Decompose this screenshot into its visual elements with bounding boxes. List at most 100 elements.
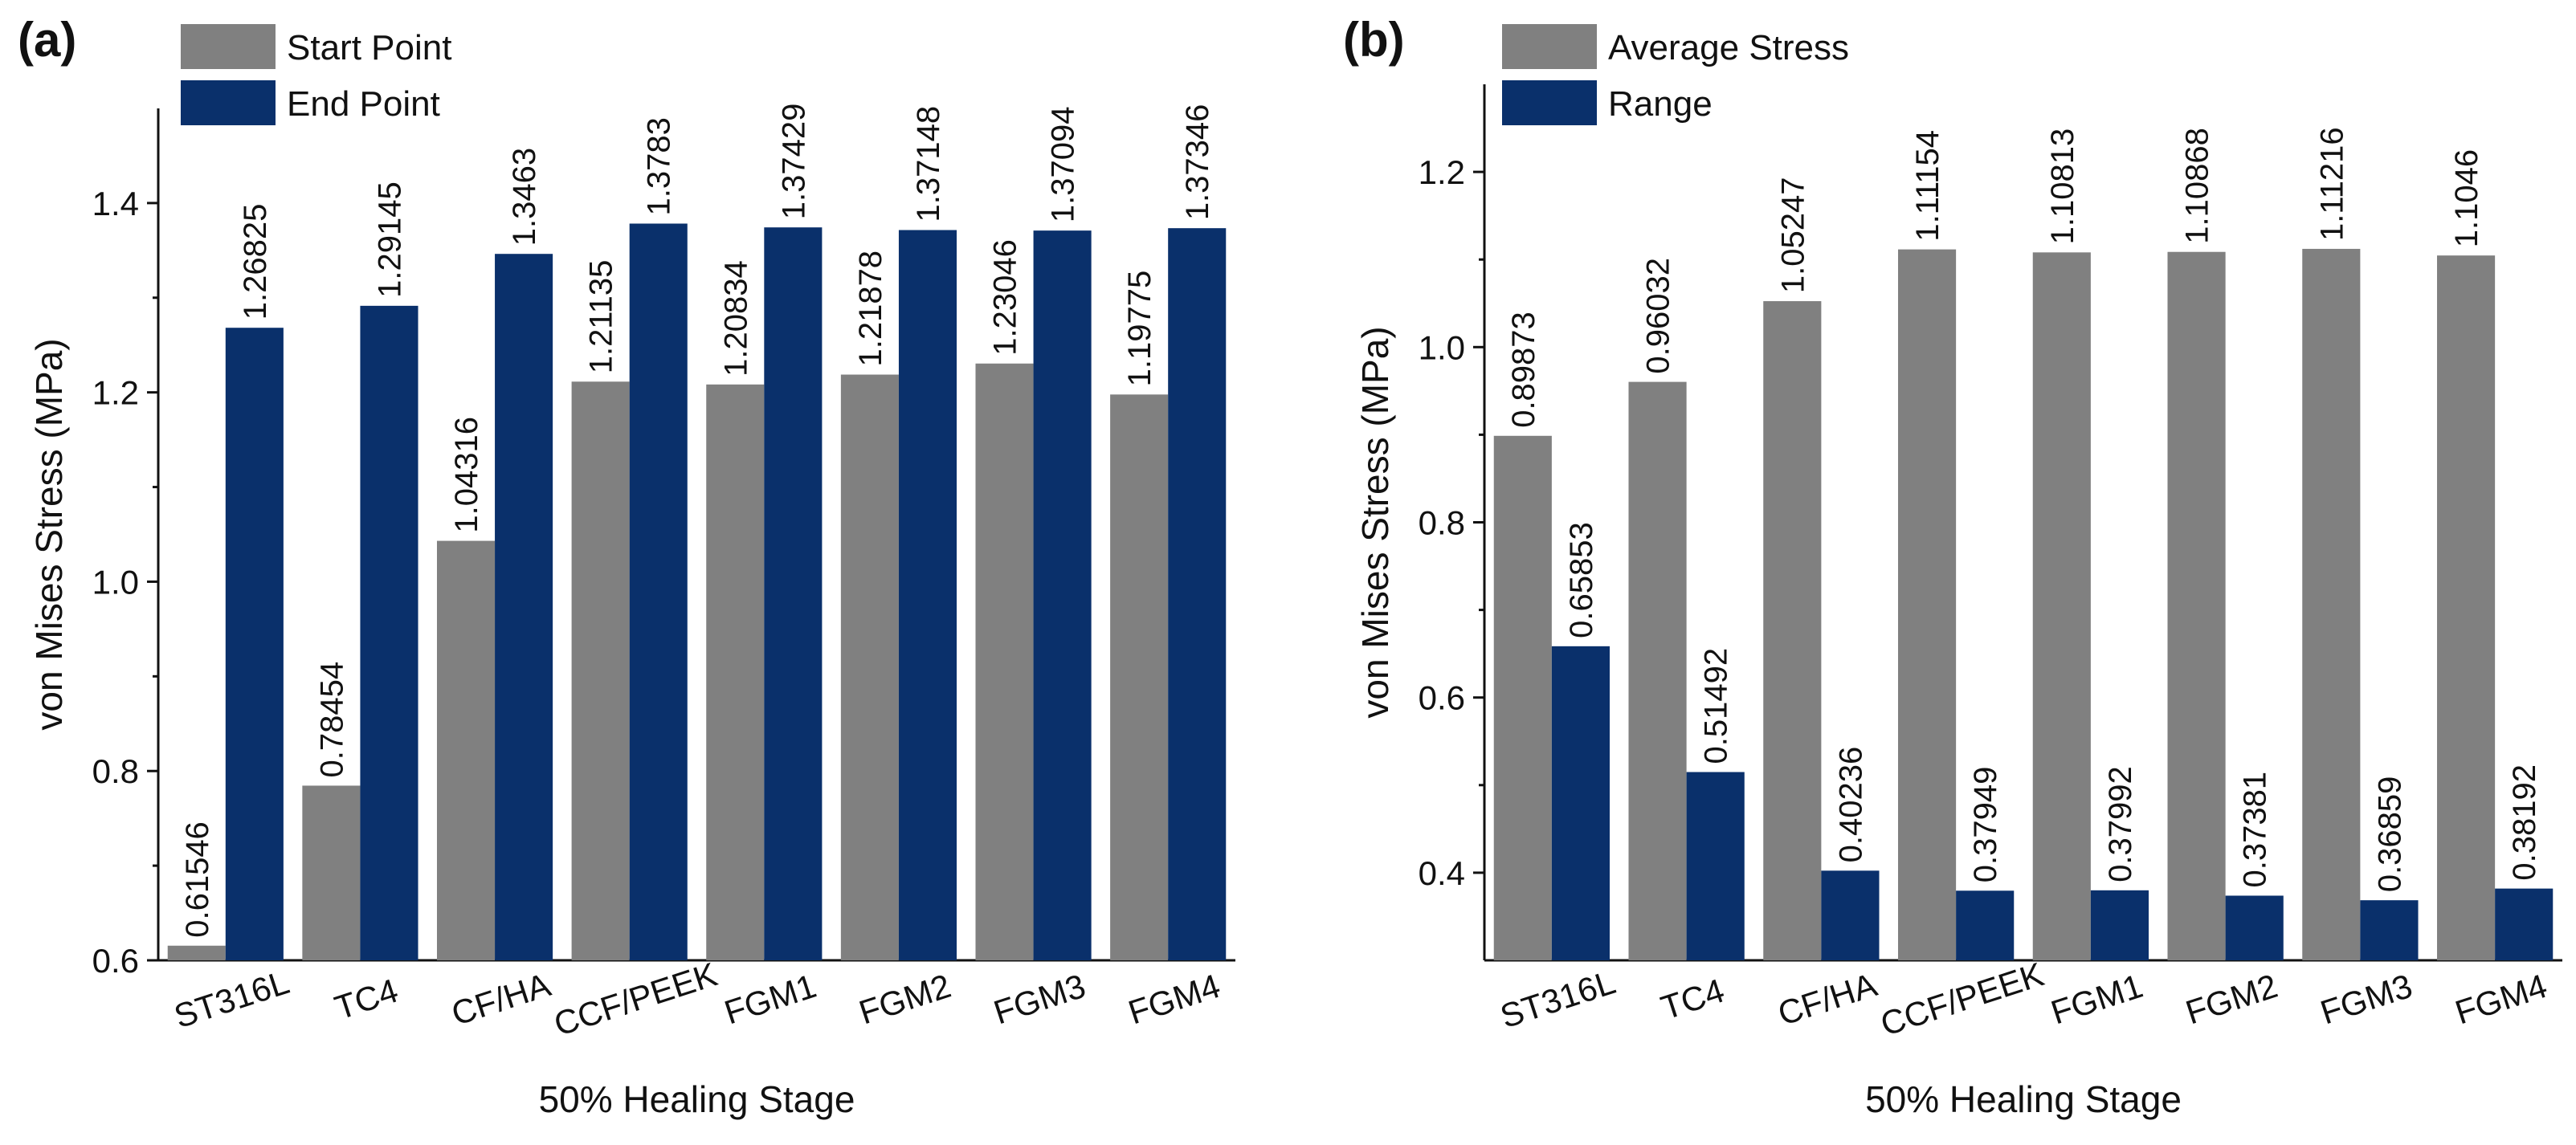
data-label: 1.3463 (507, 148, 542, 246)
x-axis-title: 50% Healing Stage (539, 1078, 855, 1120)
bar-average-stress (1628, 381, 1687, 960)
bar-average-stress (2302, 248, 2361, 960)
y-tick-label: 0.6 (92, 942, 139, 980)
y-axis-title: von Mises Stress (MPa) (28, 338, 70, 730)
bar-end-point (360, 305, 418, 960)
x-tick-label: CCF/PEEK (549, 955, 721, 1043)
panel-label: (a) (18, 13, 76, 67)
bar-end-point (225, 328, 284, 960)
x-tick-label: TC4 (1656, 972, 1729, 1027)
data-label: 0.38192 (2507, 764, 2542, 881)
bar-range (2495, 888, 2554, 960)
x-tick-label: FGM3 (989, 967, 1089, 1032)
data-label: 1.21135 (584, 260, 619, 374)
data-label: 0.40236 (1833, 747, 1868, 863)
y-tick-label: 1.2 (92, 374, 139, 412)
legend-label: Range (1608, 84, 1713, 124)
legend-swatch (181, 80, 276, 125)
bar-end-point (764, 227, 823, 960)
bar-start-point (840, 374, 899, 961)
data-label: 1.11216 (2314, 127, 2349, 241)
legend-swatch (181, 24, 276, 69)
data-label: 0.37381 (2238, 772, 2273, 888)
data-label: 1.1046 (2449, 149, 2484, 247)
x-tick-label: FGM2 (855, 967, 955, 1032)
bar-end-point (1033, 230, 1092, 960)
bar-average-stress (2167, 251, 2226, 961)
x-tick-label: ST316L (169, 963, 293, 1035)
data-label: 1.11154 (1910, 130, 1945, 242)
x-tick-label: CF/HA (1774, 965, 1881, 1033)
data-label: 0.61546 (180, 821, 215, 938)
bar-range (1686, 772, 1745, 960)
bar-start-point (302, 785, 361, 960)
y-tick-label: 1.0 (92, 563, 139, 601)
legend-label: Average Stress (1608, 28, 1849, 67)
data-label: 0.37949 (1968, 767, 2003, 883)
y-tick-label: 1.2 (1419, 153, 1465, 191)
data-label: 0.78454 (314, 662, 349, 778)
bar-range (2225, 895, 2284, 960)
bar-start-point (975, 363, 1034, 961)
bar-end-point (629, 223, 688, 960)
data-label: 1.26825 (238, 204, 273, 320)
bar-range (1821, 870, 1880, 960)
y-tick-label: 0.4 (1419, 854, 1465, 892)
data-label: 1.37148 (911, 106, 946, 222)
bar-range (1956, 890, 2015, 960)
y-tick-label: 0.6 (1419, 679, 1465, 717)
bar-end-point (495, 254, 553, 961)
x-tick-label: FGM1 (720, 967, 820, 1032)
bar-average-stress (2436, 255, 2496, 960)
y-tick-label: 1.0 (1419, 328, 1465, 366)
data-label: 1.19775 (1122, 271, 1157, 387)
bar-range (1551, 646, 1611, 960)
data-label: 1.37346 (1180, 104, 1215, 221)
x-tick-label: TC4 (330, 972, 402, 1027)
y-tick-label: 0.8 (92, 752, 139, 790)
data-label: 1.29145 (372, 181, 407, 298)
data-label: 0.37992 (2103, 766, 2138, 882)
y-axis-title: von Mises Stress (MPa) (1354, 326, 1396, 718)
bar-start-point (436, 540, 496, 960)
y-tick-label: 1.4 (92, 185, 139, 222)
data-label: 1.05247 (1775, 177, 1811, 293)
data-label: 1.37429 (776, 104, 811, 220)
x-tick-label: FGM1 (2047, 967, 2147, 1032)
panel-label: (b) (1343, 13, 1405, 67)
legend-swatch (1502, 80, 1597, 125)
data-label: 0.36859 (2372, 776, 2407, 893)
data-label: 1.10813 (2045, 128, 2080, 245)
bar-average-stress (2032, 252, 2091, 960)
y-tick-label: 0.8 (1419, 504, 1465, 542)
bar-range (2090, 890, 2149, 960)
data-label: 1.04316 (449, 417, 484, 533)
bar-average-stress (1493, 435, 1552, 960)
bar-start-point (1110, 394, 1169, 960)
x-tick-label: FGM2 (2181, 967, 2281, 1032)
bar-average-stress (1897, 249, 1957, 960)
data-label: 1.37094 (1046, 107, 1081, 223)
bar-end-point (898, 230, 957, 960)
data-label: 0.89873 (1506, 312, 1541, 428)
data-label: 1.20834 (718, 260, 753, 377)
x-tick-label: CCF/PEEK (1876, 955, 2047, 1043)
x-tick-label: ST316L (1496, 963, 1619, 1035)
legend-label: Start Point (287, 28, 451, 67)
legend-swatch (1502, 24, 1597, 69)
bar-range (2360, 900, 2419, 960)
x-tick-label: FGM4 (2451, 967, 2551, 1032)
x-axis-title: 50% Healing Stage (1865, 1078, 2182, 1120)
x-tick-label: CF/HA (447, 965, 554, 1033)
x-tick-label: FGM4 (1124, 967, 1224, 1032)
bar-start-point (706, 384, 765, 961)
data-label: 1.21878 (853, 251, 888, 367)
bar-start-point (167, 945, 226, 960)
legend-label: End Point (287, 84, 440, 124)
data-label: 1.23046 (988, 239, 1023, 356)
data-label: 0.65853 (1564, 522, 1599, 638)
chart-panel-a: 0.6 0.8 1.0 1.2 1.4 0.61546 0.78454 1.04316 1.21… (18, 13, 1235, 1120)
data-label: 1.3783 (642, 117, 677, 215)
chart-panel-b: 0.4 0.6 0.8 1.0 1.2 0.89873 0.96032 1.05247 1.11… (1343, 13, 2562, 1120)
